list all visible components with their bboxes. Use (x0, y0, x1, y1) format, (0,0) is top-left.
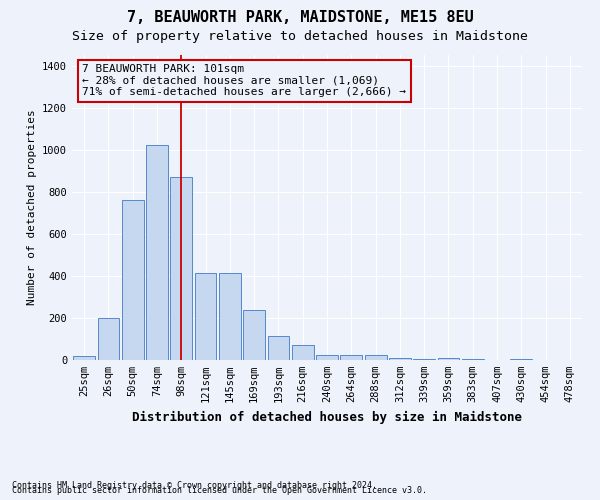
Bar (365, 354, 386, 360)
Bar (219, 272, 241, 360)
Bar (437, 358, 460, 360)
Bar (146, 146, 168, 360)
Bar (97, 318, 119, 360)
Bar (170, 177, 192, 360)
X-axis label: Distribution of detached houses by size in Maidstone: Distribution of detached houses by size … (132, 410, 522, 424)
Bar (511, 359, 532, 360)
Bar (292, 346, 314, 360)
Bar (73, 356, 95, 360)
Bar (413, 359, 435, 360)
Text: 7, BEAUWORTH PARK, MAIDSTONE, ME15 8EU: 7, BEAUWORTH PARK, MAIDSTONE, ME15 8EU (127, 10, 473, 25)
Text: 7 BEAUWORTH PARK: 101sqm
← 28% of detached houses are smaller (1,069)
71% of sem: 7 BEAUWORTH PARK: 101sqm ← 28% of detach… (82, 64, 406, 98)
Text: Contains HM Land Registry data © Crown copyright and database right 2024.: Contains HM Land Registry data © Crown c… (12, 481, 377, 490)
Bar (316, 354, 338, 360)
Bar (122, 200, 143, 360)
Bar (389, 358, 411, 360)
Y-axis label: Number of detached properties: Number of detached properties (26, 110, 37, 306)
Bar (194, 272, 217, 360)
Text: Size of property relative to detached houses in Maidstone: Size of property relative to detached ho… (72, 30, 528, 43)
Text: Contains public sector information licensed under the Open Government Licence v3: Contains public sector information licen… (12, 486, 427, 495)
Bar (340, 354, 362, 360)
Bar (462, 359, 484, 360)
Bar (268, 336, 289, 360)
Bar (243, 310, 265, 360)
